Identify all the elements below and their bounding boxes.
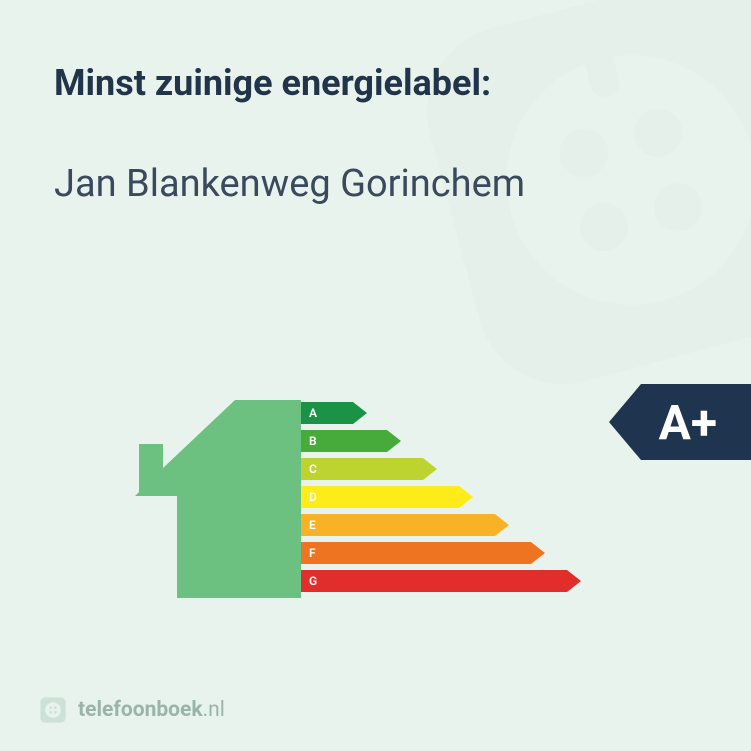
- energy-bar-label: A: [301, 402, 353, 424]
- energy-bar-label: C: [301, 458, 423, 480]
- energy-label-chart: ABCDEFG: [135, 388, 615, 608]
- energy-bar-label: B: [301, 430, 387, 452]
- footer-brand: telefoonboek.nl: [78, 698, 225, 722]
- energy-bars: ABCDEFG: [301, 402, 581, 598]
- house-icon: [135, 388, 315, 608]
- energy-bar-f: F: [301, 542, 581, 564]
- energy-bar-e: E: [301, 514, 581, 536]
- energy-bar-label: F: [301, 542, 531, 564]
- energy-bar-label: D: [301, 486, 459, 508]
- energy-bar-a: A: [301, 402, 581, 424]
- energy-bar-d: D: [301, 486, 581, 508]
- rating-value: A+: [659, 394, 717, 451]
- footer-brand-thin: .nl: [203, 698, 225, 722]
- energy-bar-b: B: [301, 430, 581, 452]
- energy-bar-label: E: [301, 514, 495, 536]
- page-subtitle: Jan Blankenweg Gorinchem: [54, 162, 697, 206]
- footer-logo-icon: [38, 695, 68, 725]
- footer-brand-bold: telefoonboek: [78, 698, 203, 722]
- page-title: Minst zuinige energielabel:: [54, 62, 697, 104]
- rating-badge: A+: [609, 384, 751, 460]
- footer: telefoonboek.nl: [38, 695, 225, 725]
- energy-bar-c: C: [301, 458, 581, 480]
- energy-bar-g: G: [301, 570, 581, 592]
- energy-bar-label: G: [301, 570, 567, 592]
